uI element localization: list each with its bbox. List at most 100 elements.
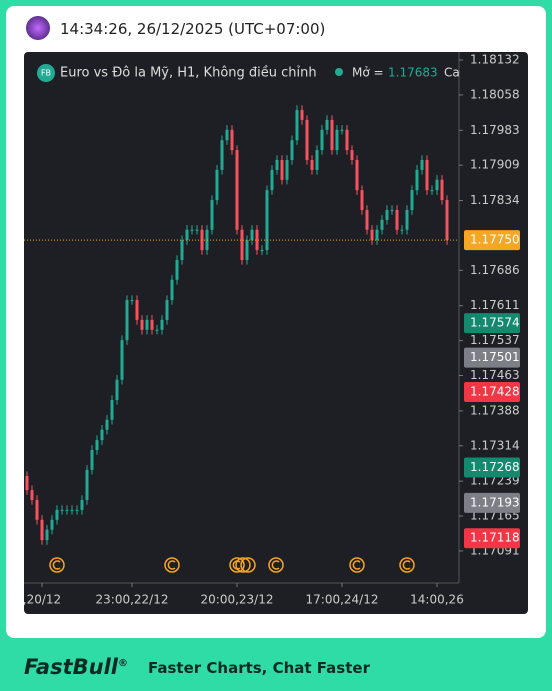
candle-body: [160, 319, 164, 330]
candle-body: [225, 129, 229, 141]
price-badge-label: 1.17193: [470, 495, 520, 509]
candle-body: [355, 159, 359, 191]
candle-body: [405, 209, 409, 230]
tagline: Faster Charts, Chat Faster: [148, 659, 370, 677]
price-badge: [464, 230, 520, 251]
candle-body: [230, 129, 234, 151]
y-tick-label: 1.17537: [470, 333, 520, 347]
candle-body: [275, 159, 279, 170]
candle-body: [140, 319, 144, 330]
legend-extra: Ca: [444, 66, 460, 80]
candle-body: [85, 469, 89, 501]
candle-body: [430, 190, 434, 192]
candle-body: [385, 209, 389, 220]
candle-body: [380, 219, 384, 230]
price-badge: [464, 457, 520, 478]
candle-body: [320, 129, 324, 151]
candle-body: [420, 159, 424, 170]
candle-body: [400, 229, 404, 231]
price-badge: [464, 528, 520, 549]
candle-body: [30, 490, 34, 501]
candle-body: [195, 229, 199, 231]
y-tick-label: 1.17686: [470, 263, 520, 277]
candle-body: [120, 340, 124, 380]
candle-body: [390, 209, 394, 211]
chart: FB Euro vs Đô la Mỹ, H1, Không điều chỉn…: [24, 52, 528, 614]
candle-body: [65, 509, 69, 511]
candle-body: [35, 500, 39, 520]
candle-body: [310, 159, 314, 170]
candle-body: [290, 140, 294, 160]
price-badge: [464, 347, 520, 368]
candle-body: [105, 419, 109, 430]
candle-body: [295, 110, 299, 141]
candle-body: [115, 379, 119, 401]
candle-body: [340, 129, 344, 131]
candle-body: [270, 169, 274, 191]
price-badge-label: 1.17501: [470, 350, 520, 364]
candle-body: [245, 240, 249, 260]
y-tick-label: 1.17611: [470, 298, 520, 312]
brand-mark: ®: [118, 658, 128, 669]
price-badge-label: 1.17750: [470, 233, 520, 247]
candle-body: [285, 159, 289, 180]
candle-body: [190, 229, 194, 231]
candle-body: [335, 129, 339, 151]
candle-body: [110, 400, 114, 420]
y-tick-label: 1.17388: [470, 403, 520, 417]
candle-body: [315, 150, 319, 170]
y-tick-label: 1.17909: [470, 158, 520, 172]
candle-body: [45, 529, 49, 541]
candle-body: [70, 509, 74, 511]
symbol-badge: [37, 64, 55, 82]
candle-body: [240, 229, 244, 260]
candle-body: [150, 319, 154, 330]
candle-body: [305, 119, 309, 160]
legend-name: Euro vs Đô la Mỹ, H1, Không điều chỉnh: [60, 66, 317, 81]
avatar: [26, 16, 50, 40]
price-badge-label: 1.17268: [470, 460, 520, 474]
y-tick-label: 1.17463: [470, 368, 520, 382]
candle-body: [260, 250, 264, 252]
candle-body: [155, 329, 159, 331]
candle-body: [220, 140, 224, 170]
candle-body: [370, 229, 374, 241]
y-tick-label: 1.17983: [470, 123, 520, 137]
candle-body: [75, 509, 79, 511]
candle-body: [60, 509, 64, 511]
candle-body: [125, 300, 129, 341]
price-badge: [464, 492, 520, 513]
candle-body: [345, 129, 349, 151]
price-badge: [464, 313, 520, 334]
candle-body: [325, 119, 329, 130]
price-badge-label: 1.17428: [470, 385, 520, 399]
x-tick-label: ,20/12: [24, 593, 61, 607]
candle-body: [80, 500, 84, 510]
candle-body: [255, 229, 259, 251]
candle-body: [185, 229, 189, 241]
candle-body: [50, 519, 54, 530]
candle-body: [410, 190, 414, 210]
candle-body: [175, 259, 179, 280]
candle-body: [415, 169, 419, 191]
price-badge: [464, 382, 520, 403]
y-tick-label: 1.17834: [470, 193, 520, 207]
y-tick-label: 1.17314: [470, 438, 520, 452]
brand: FastBull®: [24, 655, 128, 679]
symbol: FB: [41, 69, 51, 78]
candle-body: [330, 119, 334, 151]
candle-body: [375, 229, 379, 241]
open-label: Mở =: [352, 66, 384, 80]
candle-body: [300, 110, 304, 120]
candle-body: [90, 450, 94, 470]
candle-body: [210, 200, 214, 230]
candle-body: [365, 209, 369, 230]
candle-body: [25, 475, 29, 491]
candle-body: [360, 190, 364, 210]
candle-body: [435, 179, 439, 191]
brand-name: FastBull: [24, 655, 118, 679]
candle-body: [100, 429, 104, 441]
candle-body: [280, 159, 284, 180]
candle-body: [135, 300, 139, 320]
